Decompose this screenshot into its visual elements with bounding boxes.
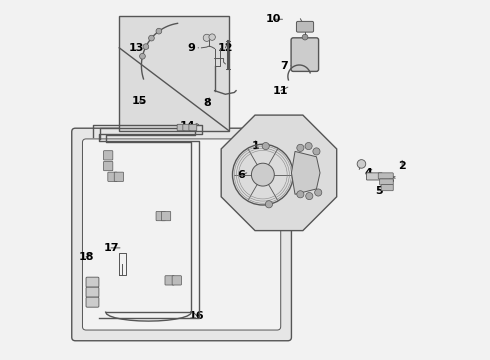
Circle shape — [357, 159, 366, 168]
Text: 15: 15 — [132, 96, 147, 107]
FancyBboxPatch shape — [381, 185, 393, 191]
Polygon shape — [119, 17, 229, 131]
Circle shape — [140, 53, 146, 59]
Text: 7: 7 — [280, 61, 293, 71]
Text: 13: 13 — [128, 43, 148, 53]
Polygon shape — [292, 152, 320, 194]
FancyBboxPatch shape — [103, 161, 113, 171]
Text: 3: 3 — [386, 175, 395, 185]
Text: 5: 5 — [375, 186, 383, 196]
Text: 6: 6 — [238, 170, 247, 180]
Circle shape — [305, 143, 312, 150]
FancyBboxPatch shape — [177, 124, 185, 131]
FancyBboxPatch shape — [114, 172, 123, 181]
Circle shape — [266, 201, 272, 208]
Text: 14: 14 — [180, 121, 196, 131]
FancyBboxPatch shape — [72, 128, 292, 341]
FancyBboxPatch shape — [367, 173, 382, 180]
FancyBboxPatch shape — [156, 211, 165, 221]
Polygon shape — [221, 115, 337, 231]
FancyBboxPatch shape — [108, 172, 117, 181]
FancyBboxPatch shape — [378, 173, 393, 179]
FancyBboxPatch shape — [86, 287, 99, 297]
FancyBboxPatch shape — [165, 276, 174, 285]
Text: 16: 16 — [189, 311, 205, 321]
Circle shape — [143, 44, 149, 50]
Circle shape — [315, 189, 322, 196]
Text: 11: 11 — [273, 86, 289, 96]
Circle shape — [251, 163, 274, 186]
FancyBboxPatch shape — [380, 179, 393, 185]
FancyBboxPatch shape — [172, 276, 181, 285]
FancyBboxPatch shape — [86, 277, 99, 287]
Circle shape — [209, 34, 215, 40]
Circle shape — [262, 143, 270, 150]
Text: 17: 17 — [103, 243, 120, 253]
Circle shape — [148, 35, 154, 41]
Text: 1: 1 — [252, 141, 260, 151]
Text: 12: 12 — [218, 42, 233, 53]
FancyBboxPatch shape — [161, 211, 171, 221]
Circle shape — [297, 144, 304, 152]
FancyBboxPatch shape — [189, 124, 197, 131]
Text: 18: 18 — [78, 252, 94, 262]
Circle shape — [306, 193, 313, 200]
FancyBboxPatch shape — [296, 21, 314, 32]
Text: 2: 2 — [398, 160, 406, 171]
FancyBboxPatch shape — [103, 151, 113, 160]
FancyBboxPatch shape — [86, 297, 99, 307]
Circle shape — [313, 148, 320, 155]
Text: 10: 10 — [266, 14, 283, 24]
Circle shape — [302, 34, 308, 40]
FancyBboxPatch shape — [183, 124, 191, 131]
Circle shape — [297, 191, 304, 198]
Text: 9: 9 — [188, 43, 198, 53]
Circle shape — [203, 34, 210, 41]
Text: 8: 8 — [204, 98, 211, 108]
FancyBboxPatch shape — [82, 139, 281, 330]
Text: 4: 4 — [364, 168, 372, 178]
FancyBboxPatch shape — [291, 38, 318, 71]
Circle shape — [156, 28, 162, 34]
